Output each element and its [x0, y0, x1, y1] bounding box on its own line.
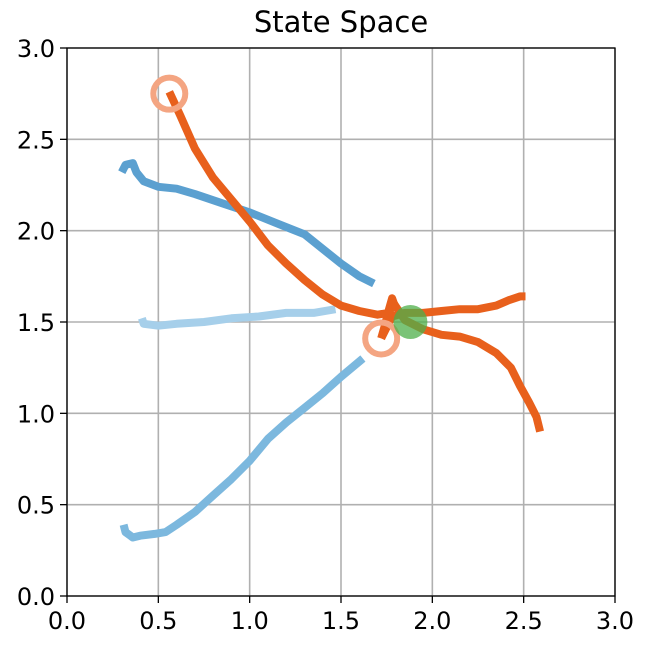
x-tick-label: 2.5 [505, 607, 543, 635]
y-tick-label: 1.5 [17, 309, 55, 337]
trajectory-line-1 [118, 159, 376, 288]
x-tick-label: 3.0 [596, 607, 634, 635]
x-tick-label: 1.5 [322, 607, 360, 635]
markers [150, 74, 428, 358]
start-marker [362, 319, 401, 358]
start-marker [150, 74, 189, 113]
trajectory-line-4 [165, 90, 398, 340]
y-tick-label: 2.0 [17, 218, 55, 246]
trajectory-line-2 [138, 305, 337, 330]
y-tick-label: 0.0 [17, 583, 55, 611]
x-tick-label: 1.0 [231, 607, 269, 635]
y-tick-label: 3.0 [17, 35, 55, 63]
chart-title: State Space [254, 5, 428, 39]
y-tick-label: 2.5 [17, 126, 55, 154]
x-tick-label: 0.0 [48, 607, 86, 635]
y-tick-label: 1.0 [17, 400, 55, 428]
goal-marker [393, 305, 428, 339]
trajectories [118, 90, 544, 542]
trajectory-line-3 [119, 355, 366, 542]
axis-ticks: 0.0 0.5 1.0 1.5 2.0 2.5 3.0 0.0 0.5 1.0 1.5 2.0 2.5 3… [17, 35, 634, 635]
x-tick-label: 0.5 [139, 607, 177, 635]
y-tick-label: 0.5 [17, 492, 55, 520]
x-tick-label: 2.0 [413, 607, 451, 635]
